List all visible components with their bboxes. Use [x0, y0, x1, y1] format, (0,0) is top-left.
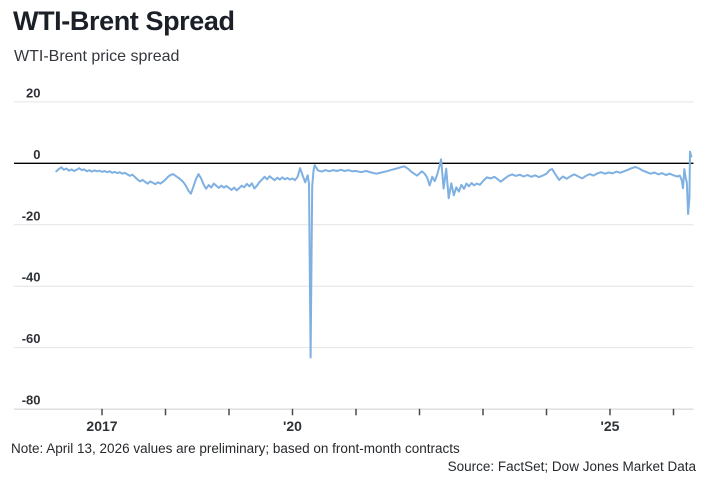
y-axis-label: -20	[22, 208, 41, 223]
chart-note: Note: April 13, 2026 values are prelimin…	[11, 441, 460, 456]
y-axis-label: 0	[33, 147, 40, 162]
x-axis-label: 2017	[86, 418, 117, 434]
y-axis-label: -40	[22, 270, 41, 285]
chart-source: Source: FactSet; Dow Jones Market Data	[447, 459, 696, 474]
spread-line	[55, 150, 693, 359]
chart-subtitle: WTI-Brent price spread	[14, 48, 180, 65]
y-axis-label: -60	[22, 331, 41, 346]
y-axis-label: -80	[22, 393, 41, 408]
y-axis-label: 20	[26, 85, 40, 100]
chart-title: WTI-Brent Spread	[13, 6, 235, 36]
x-axis-label: '25	[601, 418, 620, 434]
x-axis-label: '20	[283, 418, 302, 434]
